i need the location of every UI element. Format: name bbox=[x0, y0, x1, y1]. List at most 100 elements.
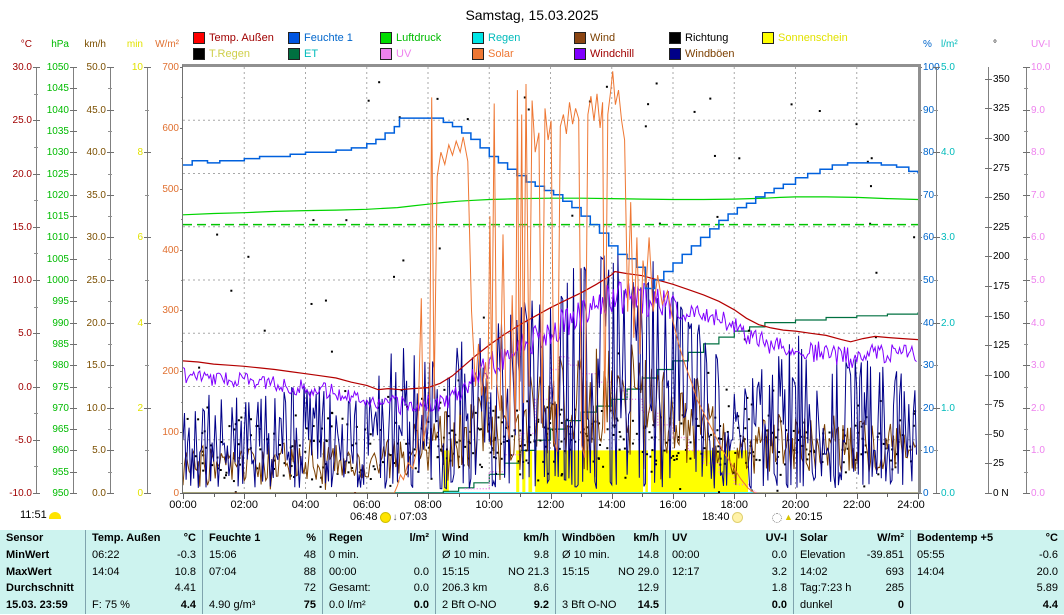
x-tick-label: 04:00 bbox=[291, 499, 320, 511]
wind-direction-dot bbox=[344, 390, 347, 393]
wind-direction-dot bbox=[650, 470, 653, 473]
tick-label: 700 bbox=[162, 62, 179, 73]
arrow-down-icon: ↓ bbox=[392, 512, 398, 523]
series-windb-en bbox=[182, 252, 917, 490]
wind-direction-dot bbox=[619, 435, 622, 438]
wind-direction-dot bbox=[523, 444, 526, 447]
axis-tick bbox=[1023, 407, 1030, 409]
axis-minor-tick bbox=[145, 109, 149, 111]
wind-direction-dot bbox=[744, 407, 747, 410]
wind-direction-dot bbox=[553, 460, 556, 463]
wind-direction-dot bbox=[283, 462, 286, 465]
tick-label: 5.0 bbox=[18, 328, 32, 340]
tick-label: 970 bbox=[52, 402, 69, 414]
stats-cell-text: 3 Bft O-NO bbox=[562, 599, 617, 612]
wind-direction-dot bbox=[256, 467, 259, 470]
wind-direction-dot bbox=[210, 444, 213, 447]
axis-minor-tick bbox=[34, 253, 38, 255]
tick-label: 90 bbox=[923, 104, 935, 116]
wind-direction-dot bbox=[570, 439, 573, 442]
wind-direction-dot bbox=[519, 429, 522, 432]
wind-direction-dot bbox=[494, 437, 497, 440]
stats-column-name: Regen bbox=[329, 532, 363, 544]
wind-direction-dot bbox=[689, 441, 692, 444]
axis-tick bbox=[933, 237, 940, 239]
wind-direction-dot bbox=[606, 447, 609, 450]
axis-minor-tick bbox=[1024, 216, 1028, 218]
wind-direction-dot bbox=[874, 336, 877, 339]
stats-cell: 1.8 bbox=[666, 580, 793, 597]
x-tick-label: 22:00 bbox=[842, 499, 871, 511]
x-tick bbox=[458, 494, 460, 497]
axis-tick bbox=[70, 88, 77, 90]
stats-cell-text: 05:55 bbox=[917, 548, 945, 561]
legend-swatch-richtung bbox=[669, 32, 681, 44]
stats-cell: 05:55 -0.6 bbox=[911, 547, 1064, 564]
wind-direction-dot bbox=[402, 259, 405, 262]
stats-cell-value: 1.8 bbox=[771, 582, 787, 595]
axis-tick bbox=[70, 407, 77, 409]
x-tick-label: 16:00 bbox=[659, 499, 687, 511]
axis-tick bbox=[933, 493, 940, 494]
wind-direction-dot bbox=[605, 85, 608, 88]
stats-cell: 206.3 km 8.6 bbox=[436, 580, 555, 597]
wind-direction-dot bbox=[574, 408, 577, 411]
axis-minor-tick bbox=[934, 365, 938, 367]
tick-label: 10 bbox=[131, 62, 143, 73]
tick-label: 960 bbox=[52, 445, 69, 457]
stats-column-name: Feuchte 1 bbox=[209, 532, 261, 544]
wind-direction-dot bbox=[561, 473, 564, 476]
tick-label: 0 N bbox=[993, 488, 1009, 499]
wind-direction-dot bbox=[464, 445, 467, 448]
x-tick bbox=[397, 494, 399, 497]
stats-row-label: MaxWert bbox=[6, 565, 52, 578]
wind-direction-dot bbox=[560, 408, 563, 411]
wind-direction-dot bbox=[747, 418, 750, 421]
wind-direction-dot bbox=[689, 457, 692, 460]
stats-cell-value: 88 bbox=[303, 565, 316, 578]
wind-direction-dot bbox=[650, 436, 653, 439]
stats-column-unit: % bbox=[306, 532, 316, 544]
stats-column-regen: Regen l/m² 0 min. 00:00 0.0 Gesamt: 0.0 0.0 l/m… bbox=[322, 530, 435, 614]
stats-cell-value: 0.0 bbox=[413, 565, 429, 578]
stats-cell-value: NO 29.0 bbox=[618, 565, 659, 578]
stats-cell-value: 9.2 bbox=[533, 599, 549, 612]
tick-label: 995 bbox=[52, 296, 69, 308]
wind-direction-dot bbox=[618, 431, 621, 434]
wind-direction-dot bbox=[400, 389, 403, 392]
x-tick bbox=[428, 494, 429, 499]
tick-label: 200 bbox=[993, 251, 1010, 263]
wind-direction-dot bbox=[439, 401, 442, 404]
stats-column-windb-en: Windböen km/h Ø 10 min. 14.8 15:15 NO 29.0 12.… bbox=[555, 530, 665, 614]
wind-direction-dot bbox=[396, 442, 399, 445]
wind-direction-dot bbox=[330, 425, 333, 428]
stats-cell: Ø 10 min. 14.8 bbox=[556, 547, 665, 564]
wind-direction-dot bbox=[539, 439, 542, 442]
wind-direction-dot bbox=[373, 468, 376, 471]
wind-direction-dot bbox=[779, 473, 782, 476]
tick-label: 2.0 bbox=[1031, 402, 1045, 414]
stats-cell-value: -0.3 bbox=[177, 548, 196, 561]
stats-cell-value: 3.2 bbox=[771, 565, 787, 578]
tick-label: 20 bbox=[923, 402, 935, 414]
wind-direction-dot bbox=[737, 426, 740, 429]
tick-label: 200 bbox=[162, 366, 179, 378]
wind-direction-dot bbox=[230, 289, 233, 292]
stats-cell: 0.0 bbox=[666, 597, 793, 614]
wind-direction-dot bbox=[675, 454, 678, 457]
wind-direction-dot bbox=[443, 388, 446, 391]
tick-label: 0 bbox=[137, 488, 143, 499]
axis-tick bbox=[107, 237, 114, 239]
sun-icon bbox=[379, 512, 391, 523]
stats-column-unit: °C bbox=[183, 532, 196, 544]
axis-tick bbox=[107, 194, 114, 196]
wind-direction-dot bbox=[713, 154, 716, 157]
tick-label: 325 bbox=[993, 103, 1010, 115]
wind-direction-dot bbox=[647, 103, 650, 106]
x-tick bbox=[274, 494, 276, 497]
series-windchill bbox=[182, 281, 917, 416]
axis-tick bbox=[985, 167, 992, 169]
wind-direction-dot bbox=[234, 491, 237, 494]
wind-direction-dot bbox=[655, 459, 658, 462]
wind-direction-dot bbox=[197, 418, 200, 421]
